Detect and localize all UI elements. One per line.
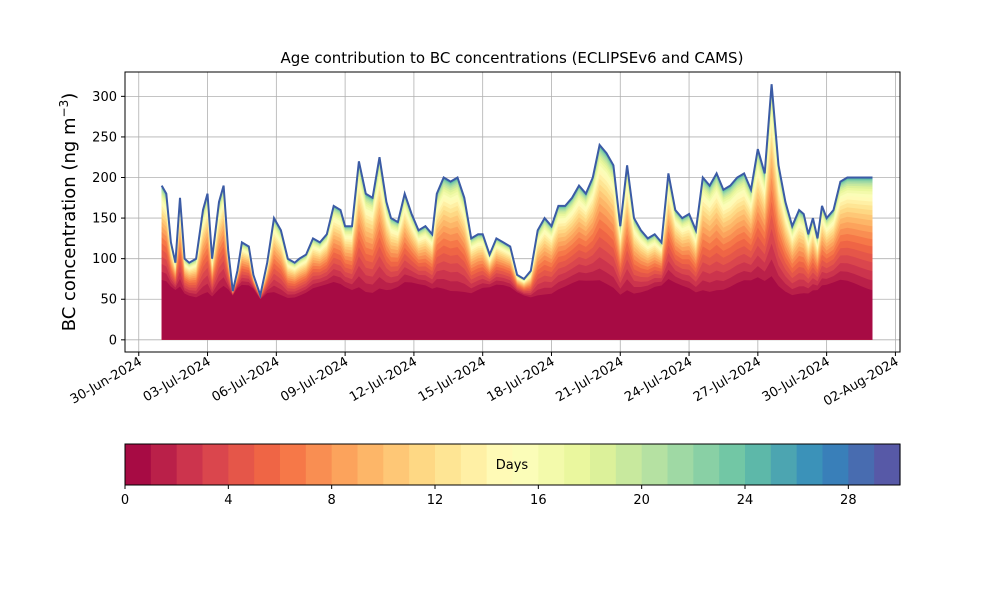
colorbar-segment-0 [125,444,152,485]
y-tick-label-1: 50 [100,293,117,308]
y-axis-label-main: BC concentration (ng m [59,117,80,331]
y-axis-label: BC concentration (ng m−3) [57,93,80,332]
age-band-0-1-days [161,276,873,340]
colorbar-segment-16 [538,444,565,485]
colorbar-segment-11 [409,444,436,485]
colorbar-tick-label-0: 0 [121,493,129,508]
y-tick-label-6: 300 [92,90,117,105]
plot-area: 05010015020025030030-Jun-202403-Jul-2024… [68,71,901,410]
colorbar-tick-label-1: 4 [224,493,232,508]
plot-frame [124,71,901,353]
y-tick-label-5: 250 [92,130,117,145]
colorbar-segment-27 [822,444,849,485]
colorbar-frame [124,443,901,486]
colorbar-tick-label-6: 24 [737,493,754,508]
colorbar-tick-label-7: 28 [840,493,857,508]
colorbar-segment-22 [693,444,720,485]
colorbar-segment-3 [202,444,229,485]
colorbar-segment-19 [615,444,643,485]
colorbar-tick-label-5: 20 [633,493,650,508]
colorbar-segment-28 [848,444,875,485]
colorbar-segment-7 [305,444,333,485]
colorbar-segment-24 [745,444,772,485]
colorbar-segment-4 [228,444,255,485]
colorbar-label: Days [496,458,529,473]
colorbar-segment-20 [641,444,669,485]
colorbar-segment-21 [667,444,694,485]
y-tick-label-3: 150 [92,212,117,227]
y-tick-label-4: 200 [92,171,117,186]
y-tick-label-0: 0 [109,333,117,348]
colorbar-segment-13 [460,444,488,485]
colorbar: 0 4 8 12 16 20 24 28 [121,443,901,508]
colorbar-tick-label-3: 12 [427,493,444,508]
colorbar-segment-25 [770,444,798,485]
colorbar-segment-12 [435,444,462,485]
colorbar-segment-18 [590,444,617,485]
colorbar-tick-label-2: 8 [328,493,336,508]
colorbar-segment-10 [383,444,410,485]
y-tick-label-2: 100 [92,252,117,267]
colorbar-segment-2 [176,444,204,485]
colorbar-segment-26 [796,444,824,485]
y-axis-label-close: ) [59,93,80,100]
colorbar-segment-29 [874,444,901,485]
total-concentration-line [160,84,873,299]
colorbar-segment-14 [486,444,514,485]
colorbar-segment-5 [254,444,281,485]
y-axis-label-exponent: −3 [57,100,71,118]
colorbar-segment-23 [719,444,746,485]
colorbar-segment-17 [564,444,591,485]
chart-title: Age contribution to BC concentrations (E… [281,49,744,67]
colorbar-tick-label-4: 16 [530,493,547,508]
colorbar-segment-9 [357,444,384,485]
colorbar-segment-8 [331,444,359,485]
colorbar-segment-6 [280,444,307,485]
colorbar-segment-15 [512,444,539,485]
colorbar-segment-1 [150,444,178,485]
